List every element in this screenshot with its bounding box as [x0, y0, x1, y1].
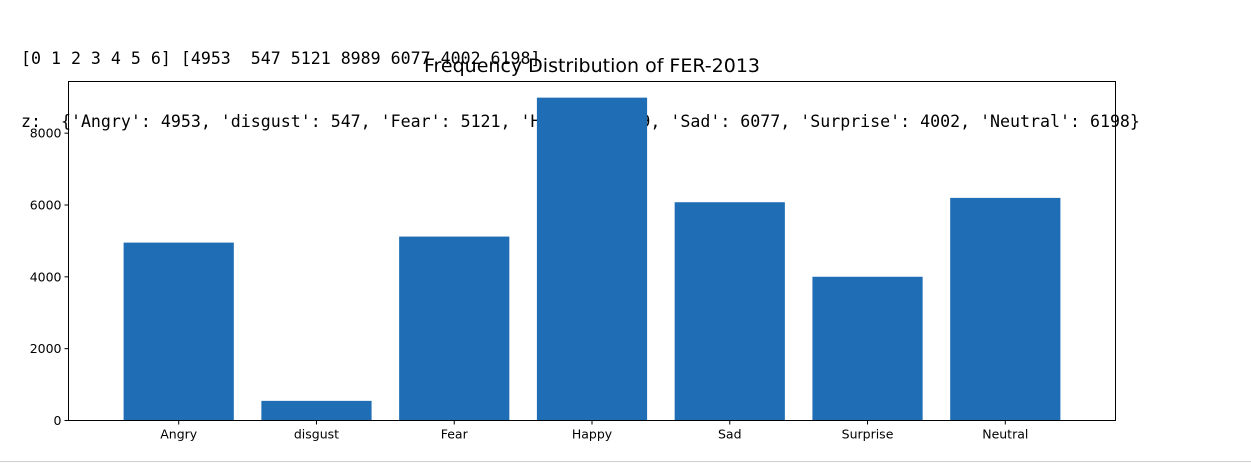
- chart-title: Frequency Distribution of FER-2013: [424, 55, 760, 77]
- x-tick-label-surprise: Surprise: [842, 427, 894, 442]
- plot-area-frame: [68, 81, 1116, 421]
- y-axis: 0 2000 4000 6000 8000: [30, 126, 69, 428]
- bars-group: [123, 97, 1061, 421]
- x-tick-label-disgust: disgust: [294, 427, 339, 442]
- y-tick-label-6000: 6000: [30, 197, 62, 212]
- x-tick-label-sad: Sad: [718, 427, 742, 442]
- y-tick-label-0: 0: [54, 413, 62, 428]
- x-tick-label-happy: Happy: [572, 427, 613, 442]
- bar-fear: [399, 236, 510, 421]
- bar-sad: [674, 202, 785, 421]
- output-line-indices-values: [0 1 2 3 4 5 6] [4953 547 5121 8989 6077…: [21, 49, 541, 68]
- y-tick-label-4000: 4000: [30, 269, 62, 284]
- y-tick-label-2000: 2000: [30, 341, 62, 356]
- bar-neutral: [950, 197, 1061, 421]
- y-tick-label-8000: 8000: [30, 126, 62, 141]
- x-tick-label-angry: Angry: [160, 427, 198, 442]
- x-tick-label-fear: Fear: [441, 427, 469, 442]
- cell-bottom-divider: [0, 461, 1251, 462]
- bar-angry: [123, 242, 234, 421]
- bar-disgust: [261, 400, 372, 421]
- x-tick-label-neutral: Neutral: [982, 427, 1028, 442]
- bar-surprise: [812, 276, 923, 421]
- bar-happy: [536, 97, 648, 421]
- x-axis: Angry disgust Fear Happy Sad Surprise Neutral: [160, 420, 1028, 442]
